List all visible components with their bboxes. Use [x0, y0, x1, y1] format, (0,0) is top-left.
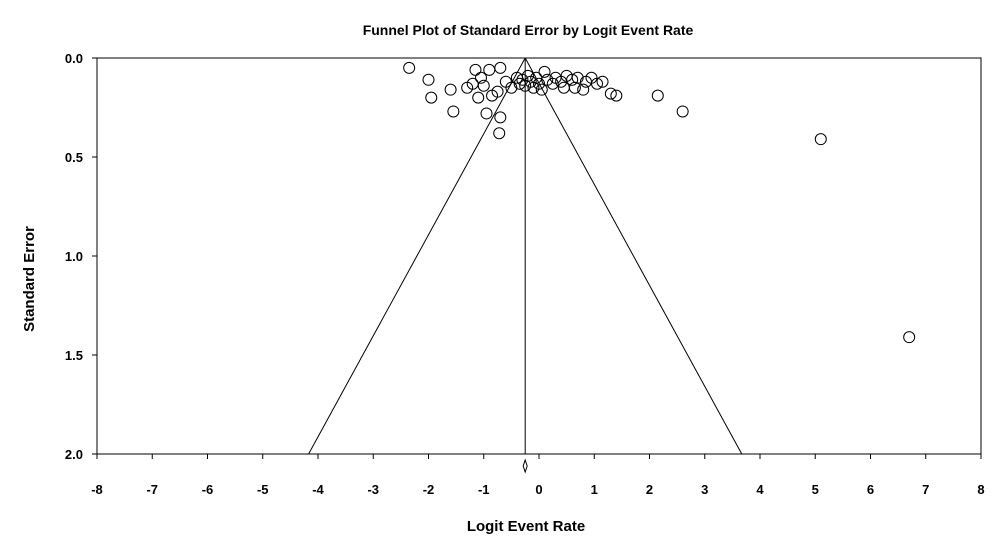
data-point: [535, 83, 548, 96]
data-point: [447, 105, 460, 118]
data-point: [403, 61, 416, 74]
data-point: [483, 63, 496, 76]
data-point: [474, 71, 487, 84]
pooled-estimate-marker: [522, 458, 528, 474]
x-tick-label: -7: [146, 482, 158, 497]
y-tick-label: 1.0: [65, 249, 83, 264]
x-axis-label: Logit Event Rate: [467, 518, 585, 535]
data-points: [403, 61, 916, 344]
data-point: [425, 91, 438, 104]
data-point: [566, 73, 579, 86]
chart-title: Funnel Plot of Standard Error by Logit E…: [363, 22, 694, 38]
pooled-estimate-diamond: [522, 458, 528, 474]
funnel-left-line: [308, 57, 526, 455]
data-point: [591, 77, 604, 90]
x-tick-label: -2: [423, 482, 435, 497]
y-axis-label: Standard Error: [21, 226, 38, 332]
x-tick-label: 2: [646, 482, 653, 497]
data-point: [604, 87, 617, 100]
funnel-lines: [308, 57, 743, 455]
y-tick-label: 0.0: [65, 51, 83, 66]
data-point: [651, 89, 664, 102]
data-point: [444, 83, 457, 96]
data-point: [676, 105, 689, 118]
data-point: [814, 133, 827, 146]
data-point: [577, 83, 590, 96]
data-point: [538, 65, 551, 78]
data-point: [472, 91, 485, 104]
data-point: [568, 81, 581, 94]
data-point: [494, 111, 507, 124]
x-tick-label: 3: [701, 482, 708, 497]
x-tick-label: 6: [867, 482, 874, 497]
x-tick-label: -8: [91, 482, 103, 497]
data-point: [521, 69, 534, 82]
x-tick-label: 1: [591, 482, 598, 497]
x-tick-label: -5: [257, 482, 269, 497]
y-tick-label: 2.0: [65, 447, 83, 462]
y-axis: 0.0 0.5 1.0 1.5 2.0: [65, 51, 97, 462]
data-point: [493, 127, 506, 140]
y-tick-label: 0.5: [65, 150, 83, 165]
x-tick-label: -6: [202, 482, 214, 497]
x-tick-label: 5: [812, 482, 819, 497]
x-tick-label: 7: [922, 482, 929, 497]
data-point: [477, 79, 490, 92]
y-tick-label: 1.5: [65, 348, 83, 363]
data-point: [546, 77, 559, 90]
x-tick-label: 4: [756, 482, 764, 497]
data-point: [480, 107, 493, 120]
funnel-right-line: [524, 57, 743, 455]
data-point: [533, 77, 545, 90]
data-point: [494, 61, 507, 74]
x-tick-label: -1: [478, 482, 490, 497]
data-point: [422, 73, 435, 86]
x-tick-label: -4: [312, 482, 324, 497]
data-point: [491, 85, 504, 98]
x-tick-label: 8: [977, 482, 984, 497]
data-point: [557, 81, 570, 94]
data-point: [596, 75, 609, 88]
data-point: [903, 331, 916, 344]
plot-area-frame: [96, 57, 982, 455]
data-point: [610, 89, 623, 102]
x-axis: -8 -7 -6 -5 -4 -3 -2 -1 0 1 2 3 4 5 6 7 8: [91, 454, 985, 497]
data-point: [505, 81, 518, 94]
x-tick-label: 0: [535, 482, 542, 497]
x-tick-label: -3: [367, 482, 379, 497]
data-point: [571, 71, 584, 84]
data-point: [469, 63, 482, 76]
